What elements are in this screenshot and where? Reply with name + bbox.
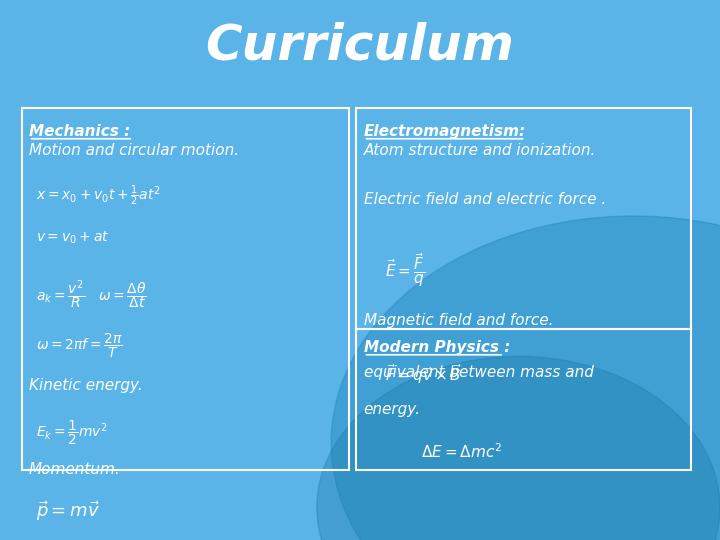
Text: $E_k = \dfrac{1}{2}mv^2$: $E_k = \dfrac{1}{2}mv^2$: [36, 418, 108, 447]
Text: Electromagnetism:: Electromagnetism:: [364, 124, 526, 139]
Circle shape: [317, 356, 720, 540]
Text: Momentum.: Momentum.: [29, 462, 120, 477]
Text: Magnetic field and force.: Magnetic field and force.: [364, 313, 553, 328]
Text: Kinetic energy.: Kinetic energy.: [29, 378, 143, 393]
Text: $v = v_0 + at$: $v = v_0 + at$: [36, 230, 109, 246]
Text: Electric field and electric force .: Electric field and electric force .: [364, 192, 606, 207]
Text: $\vec{p} = m\vec{v}$: $\vec{p} = m\vec{v}$: [36, 500, 100, 523]
Text: energy.: energy.: [364, 402, 420, 417]
Circle shape: [331, 216, 720, 540]
Text: $\vec{F} = q\vec{v} \times \vec{B}$: $\vec{F} = q\vec{v} \times \vec{B}$: [385, 362, 462, 386]
Text: $\omega = 2\pi f = \dfrac{2\pi}{T}$: $\omega = 2\pi f = \dfrac{2\pi}{T}$: [36, 332, 123, 360]
Text: Curriculum: Curriculum: [206, 22, 514, 70]
Text: Atom structure and ionization.: Atom structure and ionization.: [364, 143, 596, 158]
Text: equivalent between mass and: equivalent between mass and: [364, 364, 593, 380]
Text: $a_k = \dfrac{v^2}{R} \quad \omega = \dfrac{\Delta\theta}{\Delta t}$: $a_k = \dfrac{v^2}{R} \quad \omega = \df…: [36, 278, 147, 311]
Text: $\Delta E = \Delta mc^2$: $\Delta E = \Delta mc^2$: [421, 443, 502, 462]
Text: $\vec{E} = \dfrac{\vec{F}}{q}$: $\vec{E} = \dfrac{\vec{F}}{q}$: [385, 251, 426, 289]
Text: Motion and circular motion.: Motion and circular motion.: [29, 143, 239, 158]
Text: $x = x_0 + v_0t + \frac{1}{2}at^2$: $x = x_0 + v_0t + \frac{1}{2}at^2$: [36, 184, 161, 208]
Text: Modern Physics :: Modern Physics :: [364, 340, 510, 355]
Text: Mechanics :: Mechanics :: [29, 124, 130, 139]
